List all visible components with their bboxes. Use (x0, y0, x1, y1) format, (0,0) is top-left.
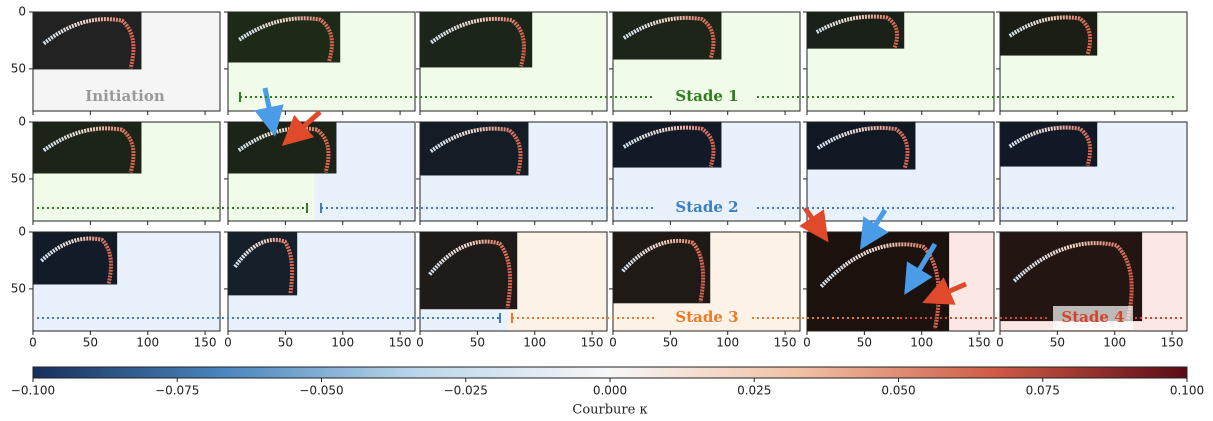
panel-frame (32, 121, 221, 222)
stage-label: Stade 1 (675, 87, 738, 105)
y-tick-label: 0 (18, 225, 26, 239)
x-tick-label: 100 (136, 336, 159, 350)
tissue-contour (816, 125, 910, 170)
x-tick-label: 150 (581, 336, 604, 350)
x-tick-label: 50 (663, 336, 678, 350)
colorbar-tick-label: −0.050 (299, 384, 343, 398)
arrow (799, 206, 829, 243)
tissue-contour (430, 16, 526, 67)
panel-frame (227, 231, 416, 332)
tissue-contour (428, 239, 513, 309)
stage-label: Stade 2 (675, 198, 738, 216)
panel-frame (419, 231, 608, 332)
tissue-contour (40, 236, 113, 284)
colorbar-tick-label: 0.075 (1026, 384, 1060, 398)
panel-frame (612, 11, 801, 112)
colorbar-tick-label: −0.100 (11, 384, 55, 398)
stage-label: Initiation (85, 87, 165, 105)
panel-frame (999, 231, 1188, 332)
arrow (254, 87, 284, 137)
y-tick-label: 50 (11, 61, 26, 75)
arrows (254, 87, 967, 305)
tissue-contour (621, 238, 706, 303)
tissue-contour (238, 16, 334, 63)
panel-frame (32, 11, 221, 112)
panel-frame (806, 11, 995, 112)
x-tick-label: 0 (29, 336, 37, 350)
tissue-contour (1008, 125, 1093, 167)
panel-frame (227, 121, 416, 222)
panel-frame (419, 11, 608, 112)
colorbar-tick-label: −0.025 (444, 384, 488, 398)
panel-frame (612, 231, 801, 332)
panel-frame (999, 11, 1188, 112)
tissue-contour (233, 237, 295, 295)
tissue-contour (237, 126, 331, 174)
x-tick-label: 100 (523, 336, 546, 350)
x-tick-label: 50 (1050, 336, 1065, 350)
colorbar-label: Courbure κ (572, 403, 647, 418)
panel-frame (806, 231, 995, 332)
tissue-contour (429, 126, 523, 175)
colorbar-tick-label: 0.025 (737, 384, 771, 398)
colorbar-tick-label: −0.075 (155, 384, 199, 398)
x-tick-label: 150 (968, 336, 991, 350)
x-tick-label: 0 (803, 336, 811, 350)
tissue-contour (1012, 241, 1134, 320)
x-tick-label: 0 (609, 336, 617, 350)
panel-grid: 0 50 0 50 0 50 100 150 0 50 0 50 100 150 0 50 100 150 0 50 1… (11, 5, 1188, 350)
colorbar-tick-label: 0.100 (1170, 384, 1204, 398)
panel-frame (419, 121, 608, 222)
colorbar-tick-label: 0.000 (593, 384, 627, 398)
x-tick-label: 0 (416, 336, 424, 350)
x-tick-label: 50 (278, 336, 293, 350)
x-tick-label: 50 (83, 336, 98, 350)
tissue-contour (1008, 15, 1093, 56)
x-tick-label: 0 (996, 336, 1004, 350)
panel-background (507, 232, 607, 331)
y-tick-label: 50 (11, 281, 26, 295)
y-tick-label: 0 (18, 5, 26, 19)
stage-label: Stade 3 (675, 308, 738, 326)
tissue-contour (42, 126, 136, 174)
arrow (860, 208, 889, 250)
colorbar-tick-label: 0.050 (881, 384, 915, 398)
arrow (904, 242, 938, 295)
stage-label-box (1053, 306, 1133, 330)
x-tick-label: 150 (389, 336, 412, 350)
tissue-contour (622, 15, 716, 60)
colorbar (32, 366, 1188, 379)
x-tick-label: 100 (716, 336, 739, 350)
panel-frame (806, 121, 995, 222)
arrow (281, 110, 322, 146)
y-tick-label: 0 (18, 115, 26, 129)
x-tick-label: 0 (224, 336, 232, 350)
y-tick-label: 50 (11, 171, 26, 185)
panel-frame (999, 121, 1188, 222)
x-tick-label: 100 (910, 336, 933, 350)
x-tick-label: 100 (1103, 336, 1126, 350)
x-tick-label: 150 (1161, 336, 1184, 350)
stage-label: Stade 4 (1061, 308, 1124, 326)
tissue-contour (622, 125, 716, 168)
tissue-contour (815, 14, 900, 49)
x-tick-label: 100 (331, 336, 354, 350)
arrow (922, 277, 967, 305)
panel-frame (32, 231, 221, 332)
tissue-contour (42, 17, 136, 69)
panel-frame (227, 11, 416, 112)
x-tick-label: 150 (194, 336, 217, 350)
x-tick-label: 50 (470, 336, 485, 350)
x-tick-label: 150 (774, 336, 797, 350)
x-tick-label: 50 (857, 336, 872, 350)
panel-frame (612, 121, 801, 222)
